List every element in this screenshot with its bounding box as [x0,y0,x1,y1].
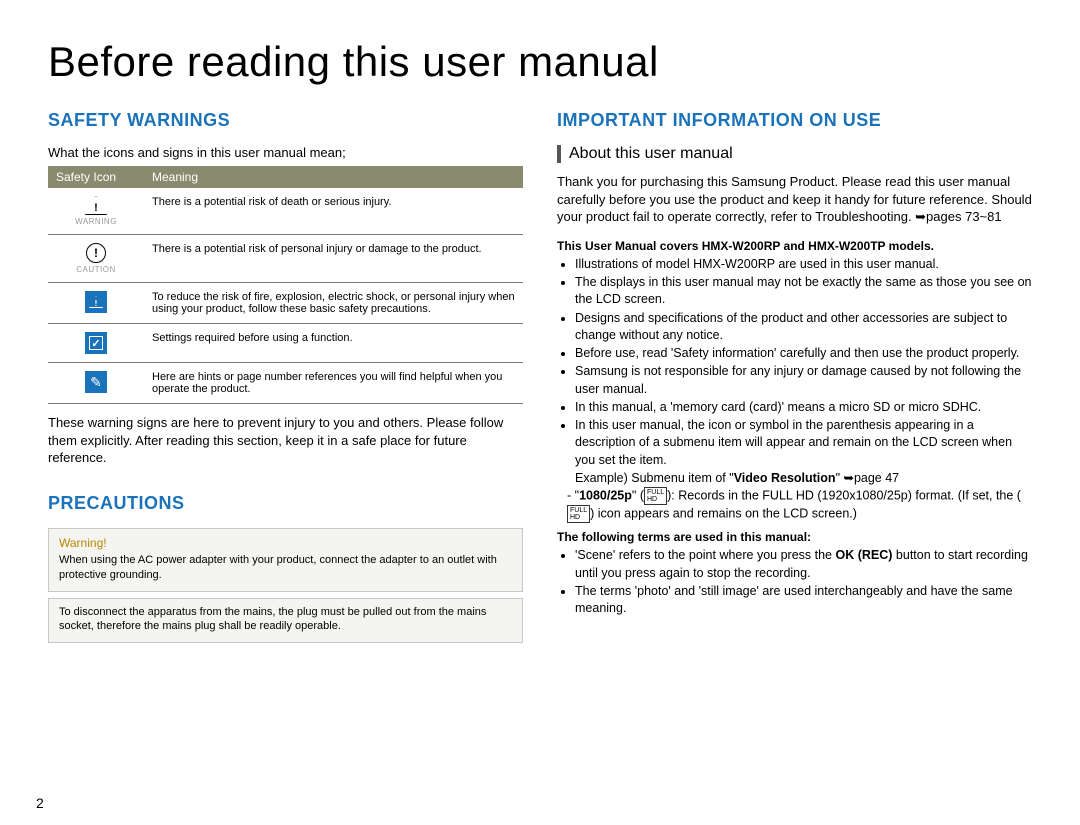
list-item: Before use, read 'Safety information' ca… [575,345,1032,362]
example-line-1: Example) Submenu item of "Video Resoluti… [557,470,1032,487]
intro-paragraph: Thank you for purchasing this Samsung Pr… [557,173,1032,226]
blue-triangle-icon: ! [85,291,107,313]
intro-text: What the icons and signs in this user ma… [48,145,523,160]
table-footer-text: These warning signs are here to prevent … [48,414,523,467]
list-item: Illustrations of model HMX-W200RP are us… [575,256,1032,273]
example-line-2: - "1080/25p" (FULLHD): Records in the FU… [557,487,1032,523]
th-icon: Safety Icon [48,166,144,188]
terms-heading: The following terms are used in this man… [557,529,1032,545]
list-item: The displays in this user manual may not… [575,274,1032,309]
list-item: Samsung is not responsible for any injur… [575,363,1032,398]
warning-box-text: To disconnect the apparatus from the mai… [59,605,512,635]
list-item: Designs and specifications of the produc… [575,310,1032,345]
fullhd-badge-icon: FULLHD [644,487,667,505]
caution-circle-icon: ! [86,243,106,263]
meaning-cell: To reduce the risk of fire, explosion, e… [144,283,523,324]
icon-label: WARNING [75,217,117,226]
list-item: The terms 'photo' and 'still image' are … [575,583,1032,618]
warning-box-1: Warning! When using the AC power adapter… [48,528,523,592]
list-item: 'Scene' refers to the point where you pr… [575,547,1032,582]
table-row: ! To reduce the risk of fire, explosion,… [48,283,523,324]
list-item: In this manual, a 'memory card (card)' m… [575,399,1032,416]
right-column: IMPORTANT INFORMATION ON USE About this … [557,110,1032,643]
subheading-about: About this user manual [557,145,1032,163]
blue-note-icon: ✎ [85,371,107,393]
meaning-cell: Settings required before using a functio… [144,324,523,363]
th-meaning: Meaning [144,166,523,188]
two-column-layout: SAFETY WARNINGS What the icons and signs… [48,110,1032,643]
bullet-list-1: Illustrations of model HMX-W200RP are us… [557,256,1032,469]
table-row: ✎ Here are hints or page number referenc… [48,363,523,404]
icon-label: CAUTION [76,265,116,274]
heading-important-info: IMPORTANT INFORMATION ON USE [557,110,1032,131]
table-row: ! WARNING There is a potential risk of de… [48,188,523,235]
page-title: Before reading this user manual [48,38,1032,86]
left-column: SAFETY WARNINGS What the icons and signs… [48,110,523,643]
list-item: In this user manual, the icon or symbol … [575,417,1032,469]
heading-precautions: PRECAUTIONS [48,493,523,514]
table-row: ! CAUTION There is a potential risk of pe… [48,235,523,283]
warning-box-title: Warning! [59,535,512,551]
blue-check-icon: ✓ [85,332,107,354]
bullet-list-2: 'Scene' refers to the point where you pr… [557,547,1032,617]
heading-safety-warnings: SAFETY WARNINGS [48,110,523,131]
warning-triangle-icon: ! [85,196,107,215]
safety-icon-table: Safety Icon Meaning ! WARNING There is a … [48,166,523,404]
meaning-cell: There is a potential risk of death or se… [144,188,523,235]
table-row: ✓ Settings required before using a funct… [48,324,523,363]
models-covered: This User Manual covers HMX-W200RP and H… [557,238,1032,254]
warning-box-text: When using the AC power adapter with you… [59,553,512,583]
page-number: 2 [36,795,44,811]
fullhd-badge-icon: FULLHD [567,505,590,523]
warning-box-2: To disconnect the apparatus from the mai… [48,598,523,644]
meaning-cell: There is a potential risk of personal in… [144,235,523,283]
meaning-cell: Here are hints or page number references… [144,363,523,404]
